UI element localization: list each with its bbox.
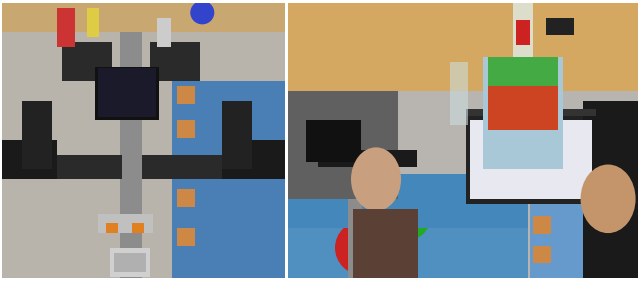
Bar <box>110 248 150 277</box>
Bar <box>516 21 530 45</box>
Bar <box>488 62 558 130</box>
Bar <box>488 57 558 86</box>
Bar <box>57 8 75 47</box>
Bar <box>288 174 528 228</box>
Bar <box>157 17 172 47</box>
Bar <box>483 57 563 169</box>
Bar <box>142 155 252 179</box>
Bar <box>466 109 596 117</box>
Bar <box>2 3 285 32</box>
Bar <box>222 140 285 179</box>
Bar <box>466 115 596 204</box>
Bar <box>533 246 551 264</box>
Bar <box>530 174 638 278</box>
Bar <box>318 150 373 167</box>
Bar <box>513 3 533 62</box>
Bar <box>288 3 398 199</box>
Bar <box>22 155 122 179</box>
Bar <box>98 214 153 233</box>
Bar <box>98 69 156 117</box>
Bar <box>22 101 52 169</box>
Ellipse shape <box>580 164 636 233</box>
Bar <box>150 42 200 81</box>
Bar <box>306 121 361 162</box>
Bar <box>516 96 546 110</box>
Bar <box>222 101 252 169</box>
Bar <box>177 121 195 138</box>
Bar <box>177 228 195 246</box>
Ellipse shape <box>351 147 401 211</box>
Bar <box>470 121 592 199</box>
Bar <box>87 8 99 37</box>
Bar <box>362 150 417 167</box>
Bar <box>114 253 146 272</box>
Bar <box>353 209 418 278</box>
Bar <box>62 42 112 81</box>
Bar <box>172 81 285 278</box>
Circle shape <box>386 197 430 240</box>
Bar <box>106 223 118 233</box>
Bar <box>546 17 574 35</box>
Bar <box>2 140 57 179</box>
Circle shape <box>335 220 391 275</box>
Bar <box>177 86 195 104</box>
Bar <box>348 91 362 278</box>
Bar <box>132 223 144 233</box>
Bar <box>288 174 528 278</box>
Bar <box>533 216 551 234</box>
Bar <box>120 3 142 278</box>
Circle shape <box>190 1 214 24</box>
Bar <box>177 189 195 207</box>
Bar <box>583 101 638 278</box>
Bar <box>288 3 638 91</box>
Bar <box>450 62 468 125</box>
Bar <box>95 67 159 121</box>
Bar <box>177 155 195 172</box>
